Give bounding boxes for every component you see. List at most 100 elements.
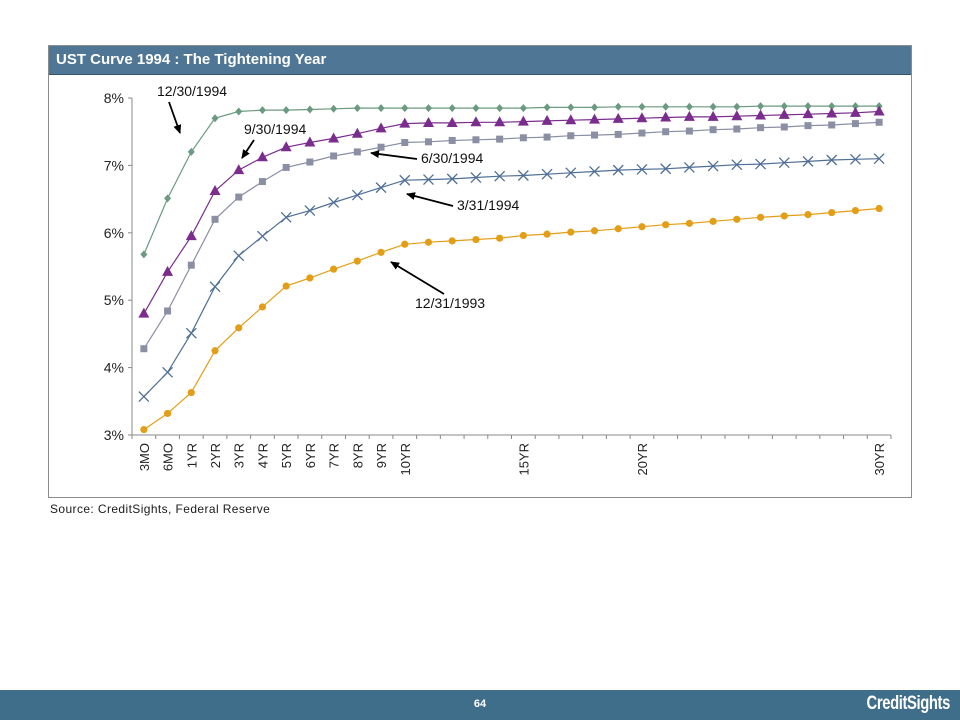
data-point-3-31-1994 <box>826 154 838 166</box>
data-point-3-31-1994 <box>328 197 340 208</box>
annotation-arrow-9-30-1994 <box>241 139 255 159</box>
data-point-3-31-1994 <box>446 173 458 185</box>
data-point-6-30-1994 <box>496 135 504 143</box>
data-point-12-31-1993 <box>614 225 622 233</box>
data-point-9-30-1994 <box>636 112 648 123</box>
data-point-3-31-1994 <box>755 158 767 170</box>
data-point-12-31-1993 <box>377 248 385 256</box>
data-point-6-30-1994 <box>662 128 670 136</box>
y-tick-label: 5% <box>104 292 124 308</box>
data-point-12-30-1994 <box>519 104 527 113</box>
data-point-12-31-1993 <box>685 219 693 227</box>
annotation-arrow-6-30-1994 <box>370 150 418 160</box>
data-point-12-30-1994 <box>401 104 409 113</box>
data-point-12-31-1993 <box>780 212 788 220</box>
data-point-9-30-1994 <box>849 106 861 117</box>
x-tick-label: 6YR <box>303 443 318 468</box>
data-point-12-31-1993 <box>448 237 456 245</box>
data-point-12-31-1993 <box>353 257 361 265</box>
data-point-12-31-1993 <box>424 238 433 246</box>
data-point-6-30-1994 <box>591 131 599 139</box>
data-point-9-30-1994 <box>589 113 601 124</box>
data-point-3-31-1994 <box>873 153 885 165</box>
creditsights-logo: CreditSights <box>866 693 951 714</box>
annotation-arrow-3-31-1994 <box>406 192 454 207</box>
data-point-3-31-1994 <box>399 174 411 186</box>
data-point-12-30-1994 <box>330 104 338 113</box>
data-point-9-30-1994 <box>399 117 411 128</box>
x-tick-label: 2YR <box>208 443 223 468</box>
x-tick-label: 3MO <box>137 443 152 471</box>
footer-bar: 64 CreditSights <box>0 690 960 720</box>
data-point-9-30-1994 <box>375 122 387 133</box>
data-point-12-30-1994 <box>567 103 575 112</box>
data-point-9-30-1994 <box>494 116 506 127</box>
data-point-12-31-1993 <box>543 230 551 238</box>
data-point-6-30-1994 <box>187 261 195 269</box>
data-point-6-30-1994 <box>211 215 219 223</box>
data-point-6-30-1994 <box>424 138 432 146</box>
data-point-6-30-1994 <box>567 132 575 140</box>
annotation-label-3-31-1994: 3/31/1994 <box>457 197 519 213</box>
x-tick-label: 1YR <box>184 443 199 468</box>
data-point-12-31-1993 <box>638 223 646 231</box>
data-point-3-31-1994 <box>233 250 245 262</box>
data-point-3-31-1994 <box>162 366 174 378</box>
data-point-3-31-1994 <box>541 168 553 180</box>
data-point-9-30-1994 <box>256 151 268 162</box>
page-number: 64 <box>473 698 487 710</box>
data-point-12-31-1993 <box>519 231 527 240</box>
data-point-6-30-1994 <box>875 118 883 126</box>
data-point-12-31-1993 <box>756 213 765 221</box>
data-point-6-30-1994 <box>401 138 409 146</box>
y-tick-label: 8% <box>104 90 124 106</box>
y-tick-label: 3% <box>104 427 124 443</box>
data-point-12-30-1994 <box>804 102 812 111</box>
y-tick-label: 7% <box>104 157 124 173</box>
data-point-6-30-1994 <box>448 136 456 144</box>
yield-curve-chart: 3% 4% 5% 6% 7% 8% 3MO 6MO 1YR 2YR 3YR 4YR 5YR 6YR 7YR 8… <box>104 83 892 476</box>
data-point-9-30-1994 <box>328 132 340 143</box>
data-point-12-30-1994 <box>164 194 172 203</box>
data-point-12-31-1993 <box>330 265 338 273</box>
data-point-12-30-1994 <box>306 105 314 114</box>
data-point-12-31-1993 <box>211 347 219 355</box>
data-point-6-30-1994 <box>519 134 527 142</box>
data-point-12-30-1994 <box>543 103 551 112</box>
data-point-12-31-1993 <box>187 388 195 397</box>
data-point-3-31-1994 <box>138 391 150 403</box>
data-point-3-31-1994 <box>351 189 363 201</box>
data-point-9-30-1994 <box>233 164 245 175</box>
data-point-3-31-1994 <box>494 170 506 182</box>
data-point-3-31-1994 <box>256 230 268 242</box>
data-point-12-30-1994 <box>377 104 385 113</box>
data-point-6-30-1994 <box>330 152 338 160</box>
data-point-12-31-1993 <box>590 227 599 235</box>
data-point-9-30-1994 <box>755 109 767 120</box>
data-point-12-31-1993 <box>163 409 172 418</box>
data-point-3-31-1994 <box>802 155 814 167</box>
data-point-3-31-1994 <box>683 161 695 173</box>
data-point-12-30-1994 <box>733 102 741 111</box>
data-point-12-31-1993 <box>709 217 717 225</box>
data-point-9-30-1994 <box>138 307 150 318</box>
source-note: Source: CreditSights, Federal Reserve <box>50 502 271 516</box>
data-point-9-30-1994 <box>802 108 814 119</box>
data-point-12-30-1994 <box>472 104 480 113</box>
y-tick-label: 4% <box>104 360 124 376</box>
x-tick-label: 6MO <box>161 443 176 471</box>
data-point-9-30-1994 <box>565 114 577 125</box>
y-tick-label: 6% <box>104 225 124 241</box>
data-point-12-31-1993 <box>851 206 860 215</box>
data-point-9-30-1994 <box>778 108 790 119</box>
x-tick-label: 9YR <box>374 443 389 468</box>
data-point-12-31-1993 <box>472 235 480 244</box>
annotation-label-12-31-1993: 12/31/1993 <box>415 295 485 311</box>
data-point-12-30-1994 <box>424 104 432 113</box>
x-tick-label: 5YR <box>279 443 294 468</box>
data-point-12-31-1993 <box>306 274 314 282</box>
data-point-6-30-1994 <box>851 120 859 128</box>
data-point-3-31-1994 <box>185 327 197 339</box>
data-point-6-30-1994 <box>757 124 765 132</box>
data-point-6-30-1994 <box>282 163 290 171</box>
